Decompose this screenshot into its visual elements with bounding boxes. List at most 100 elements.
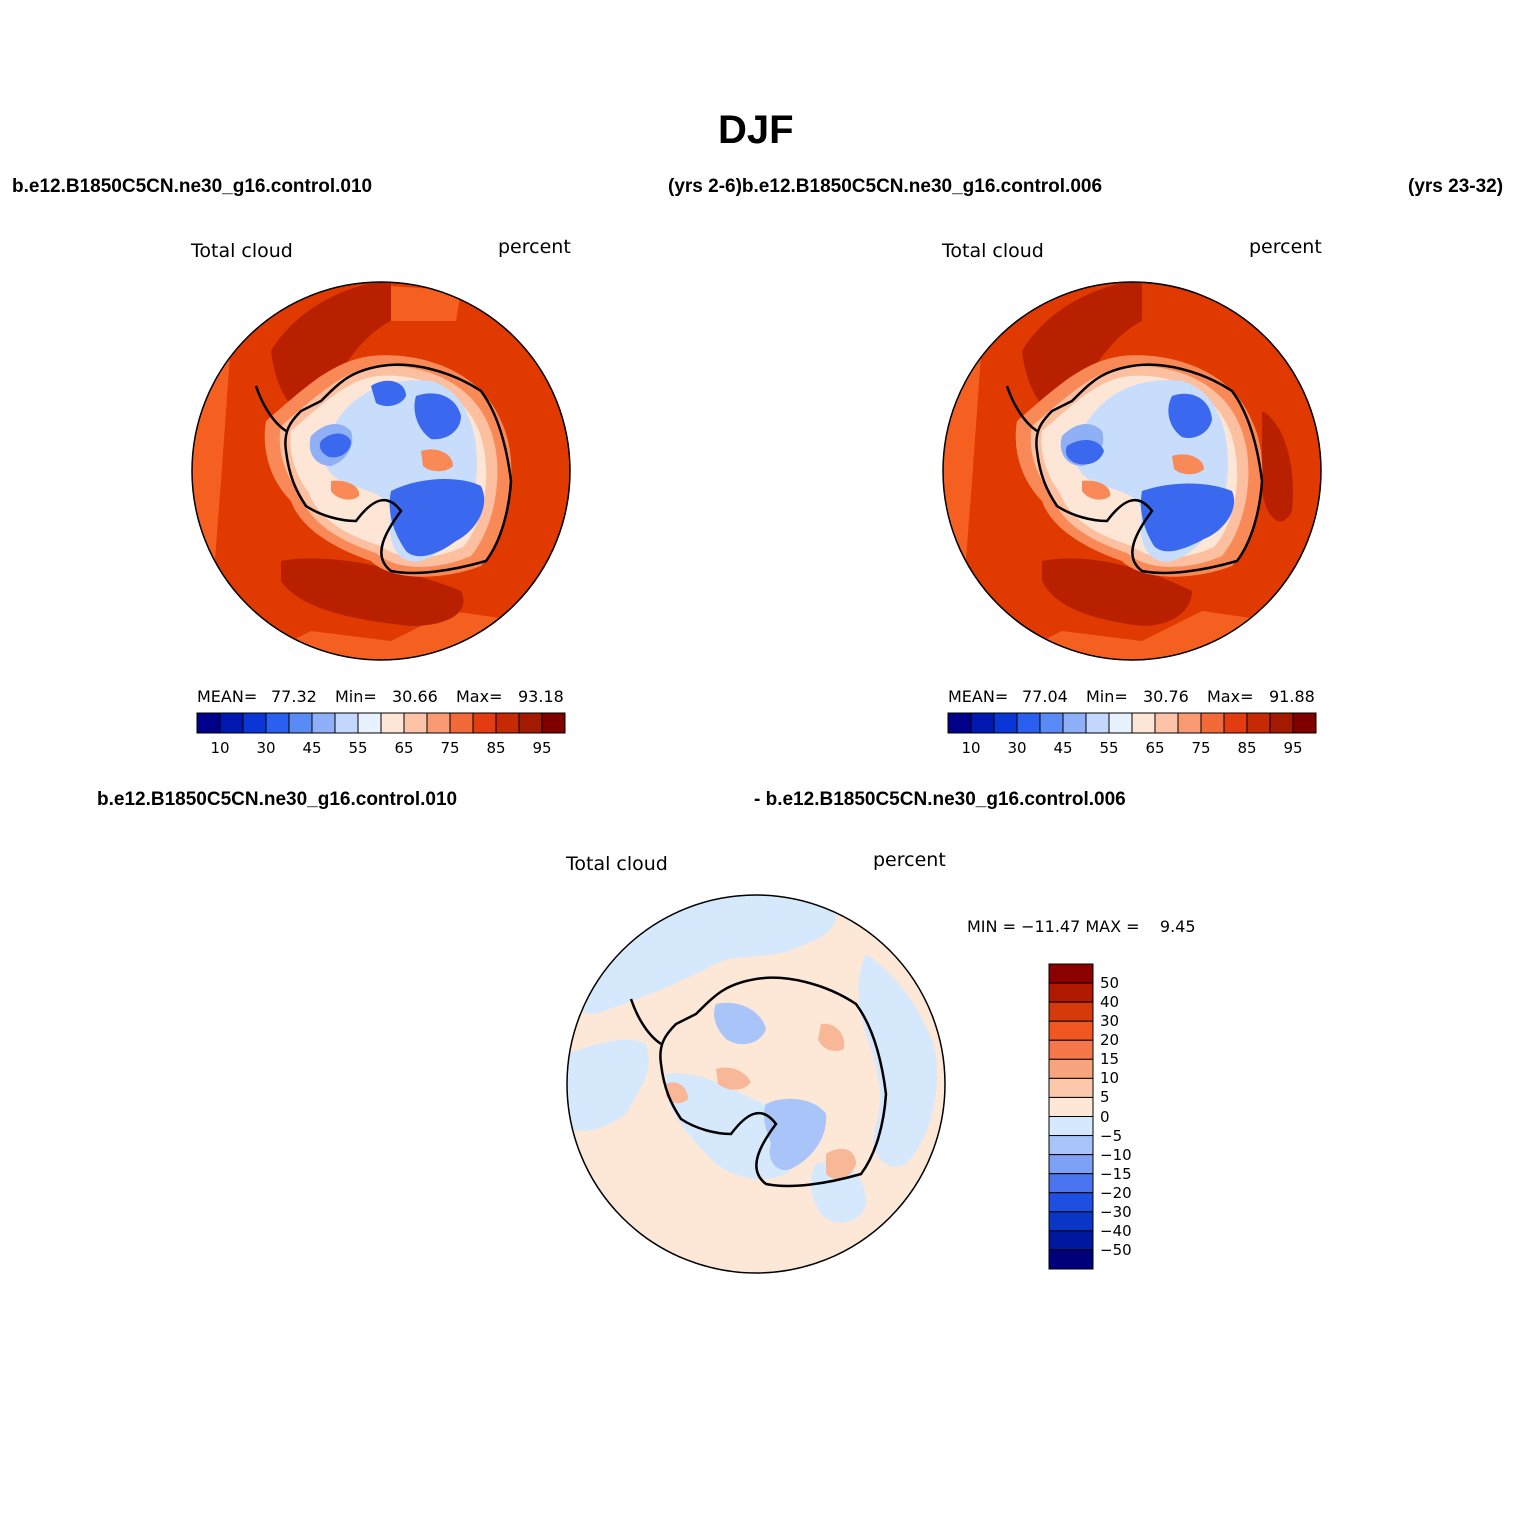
polar-map-difference bbox=[566, 894, 946, 1274]
panel-1-min-label: Min= bbox=[335, 687, 377, 706]
colorbar-difference-swatch bbox=[1048, 1096, 1094, 1118]
colorbar-difference-tick-label: 15 bbox=[1100, 1050, 1120, 1069]
colorbar-case-006-swatch bbox=[1062, 712, 1087, 734]
colorbar-case-010-tick-label: 65 bbox=[394, 739, 414, 757]
colorbar-difference-swatch bbox=[1048, 1135, 1094, 1156]
panel-1-mean-label: MEAN= bbox=[197, 687, 258, 706]
diff-left-case-label: b.e12.B1850C5CN.ne30_g16.control.010 bbox=[97, 789, 458, 810]
colorbar-case-010-swatch bbox=[472, 712, 497, 734]
colorbar-case-006-swatch bbox=[970, 712, 995, 734]
colorbar-case-010-swatch bbox=[426, 712, 451, 734]
colorbar-difference-swatch bbox=[1048, 1249, 1094, 1270]
colorbar-difference-tick-label: −40 bbox=[1100, 1221, 1132, 1240]
panel-2-mean-label: MEAN= bbox=[948, 687, 1009, 706]
colorbar-case-010-tick-label: 75 bbox=[440, 739, 460, 757]
colorbar-difference-tick-label: −20 bbox=[1100, 1183, 1132, 1202]
colorbar-difference-swatch bbox=[1048, 1116, 1094, 1137]
colorbar-difference-tick-label: −30 bbox=[1100, 1202, 1132, 1221]
colorbar-case-006-swatch bbox=[1269, 712, 1294, 734]
colorbar-difference-swatch bbox=[1048, 1020, 1094, 1041]
colorbar-case-010-tick-label: 45 bbox=[302, 739, 322, 757]
colorbar-case-006-tick-label: 85 bbox=[1237, 739, 1257, 757]
diff-right-case-label: - b.e12.B1850C5CN.ne30_g16.control.006 bbox=[754, 789, 1126, 810]
colorbar-difference-tick-label: −10 bbox=[1100, 1145, 1132, 1164]
colorbar-case-010-tick-label: 85 bbox=[486, 739, 506, 757]
colorbar-case-006-ticks: 10 30 45 55 65 75 85 95 bbox=[948, 739, 1316, 759]
colorbar-case-006 bbox=[947, 712, 1317, 734]
diff-minmax-stats: MIN = −11.47 MAX = 9.45 bbox=[967, 917, 1196, 936]
colorbar-case-010-swatch bbox=[380, 712, 405, 734]
colorbar-case-006-tick-label: 65 bbox=[1145, 739, 1165, 757]
panel-2-mean-value: 77.04 bbox=[1022, 687, 1068, 706]
right-case-label: (yrs 23-32) bbox=[1408, 176, 1504, 197]
colorbar-case-006-tick-label: 95 bbox=[1283, 739, 1303, 757]
panel-2-max-value: 91.88 bbox=[1269, 687, 1315, 706]
colorbar-case-010-tick-label: 30 bbox=[256, 739, 276, 757]
colorbar-case-010-swatch bbox=[403, 712, 428, 734]
colorbar-case-006-swatch bbox=[947, 712, 972, 734]
colorbar-case-006-tick-label: 75 bbox=[1191, 739, 1211, 757]
colorbar-case-006-swatch bbox=[1016, 712, 1041, 734]
colorbar-case-010-swatch bbox=[288, 712, 313, 734]
colorbar-case-010-swatch bbox=[334, 712, 359, 734]
colorbar-difference-tick-label: 5 bbox=[1100, 1088, 1110, 1107]
colorbar-case-010-swatch bbox=[541, 712, 566, 734]
colorbar-difference-ticks: 50 40 30 20 15 10 5 0 −5 −10 −15 −20 −30 −40 −50 bbox=[1100, 964, 1160, 1269]
colorbar-case-006-swatch bbox=[1223, 712, 1248, 734]
colorbar-case-006-tick-label: 30 bbox=[1007, 739, 1027, 757]
colorbar-case-010-swatch bbox=[518, 712, 543, 734]
colorbar-case-010-tick-label: 55 bbox=[348, 739, 368, 757]
colorbar-difference-tick-label: 30 bbox=[1100, 1012, 1120, 1031]
colorbar-difference-tick-label: 10 bbox=[1100, 1069, 1120, 1088]
colorbar-case-010-swatch bbox=[242, 712, 267, 734]
colorbar-difference-swatch bbox=[1048, 1077, 1094, 1098]
colorbar-difference-tick-label: 50 bbox=[1100, 974, 1120, 993]
left-case-label: b.e12.B1850C5CN.ne30_g16.control.010 bbox=[12, 176, 373, 197]
colorbar-case-010-tick-label: 10 bbox=[210, 739, 230, 757]
colorbar-difference-tick-label: −15 bbox=[1100, 1164, 1132, 1183]
colorbar-case-010-swatch bbox=[219, 712, 244, 734]
colorbar-difference-swatch bbox=[1048, 1192, 1094, 1213]
panel-2-max-label: Max= bbox=[1207, 687, 1254, 706]
colorbar-case-010-swatch bbox=[357, 712, 382, 734]
diff-variable-label: Total cloud bbox=[566, 853, 668, 875]
colorbar-case-006-tick-label: 10 bbox=[961, 739, 981, 757]
colorbar-case-006-swatch bbox=[1292, 712, 1317, 734]
colorbar-case-006-swatch bbox=[1108, 712, 1133, 734]
colorbar-case-006-swatch bbox=[1200, 712, 1225, 734]
colorbar-difference-swatch bbox=[1048, 1039, 1094, 1060]
colorbar-case-006-swatch bbox=[1246, 712, 1271, 734]
colorbar-case-010-tick-label: 95 bbox=[532, 739, 552, 757]
middle-case-label: (yrs 2-6)b.e12.B1850C5CN.ne30_g16.contro… bbox=[668, 176, 1103, 197]
colorbar-case-010-swatch bbox=[495, 712, 520, 734]
colorbar-case-010-swatch bbox=[311, 712, 336, 734]
colorbar-difference-swatch bbox=[1048, 1173, 1094, 1194]
colorbar-difference-tick-label: −5 bbox=[1100, 1126, 1123, 1145]
colorbar-case-010 bbox=[196, 712, 566, 734]
colorbar-difference-swatch bbox=[1048, 1001, 1094, 1022]
colorbar-case-010-swatch bbox=[449, 712, 474, 734]
colorbar-case-006-swatch bbox=[1177, 712, 1202, 734]
colorbar-case-006-tick-label: 55 bbox=[1099, 739, 1119, 757]
diff-units-label: percent bbox=[873, 849, 946, 871]
colorbar-case-010-swatch bbox=[265, 712, 290, 734]
panel-1-variable-label: Total cloud bbox=[191, 240, 293, 262]
colorbar-difference-swatch bbox=[1048, 982, 1094, 1003]
colorbar-difference-tick-label: −50 bbox=[1100, 1240, 1132, 1259]
colorbar-difference-tick-label: 0 bbox=[1100, 1107, 1110, 1126]
colorbar-difference-tick-label: 20 bbox=[1100, 1031, 1120, 1050]
panel-1-max-label: Max= bbox=[456, 687, 503, 706]
colorbar-difference-swatch bbox=[1048, 1154, 1094, 1175]
colorbar-difference-swatch bbox=[1048, 963, 1094, 984]
panel-1-max-value: 93.18 bbox=[518, 687, 564, 706]
panel-2-min-label: Min= bbox=[1086, 687, 1128, 706]
colorbar-case-006-swatch bbox=[1131, 712, 1156, 734]
polar-map-case-006 bbox=[942, 281, 1322, 661]
colorbar-difference bbox=[1048, 963, 1094, 1270]
panel-2-min-value: 30.76 bbox=[1143, 687, 1189, 706]
colorbar-difference-swatch bbox=[1048, 1230, 1094, 1251]
colorbar-case-006-swatch bbox=[1039, 712, 1064, 734]
panel-1-units-label: percent bbox=[498, 236, 571, 258]
colorbar-case-006-tick-label: 45 bbox=[1053, 739, 1073, 757]
panel-1-min-value: 30.66 bbox=[392, 687, 438, 706]
